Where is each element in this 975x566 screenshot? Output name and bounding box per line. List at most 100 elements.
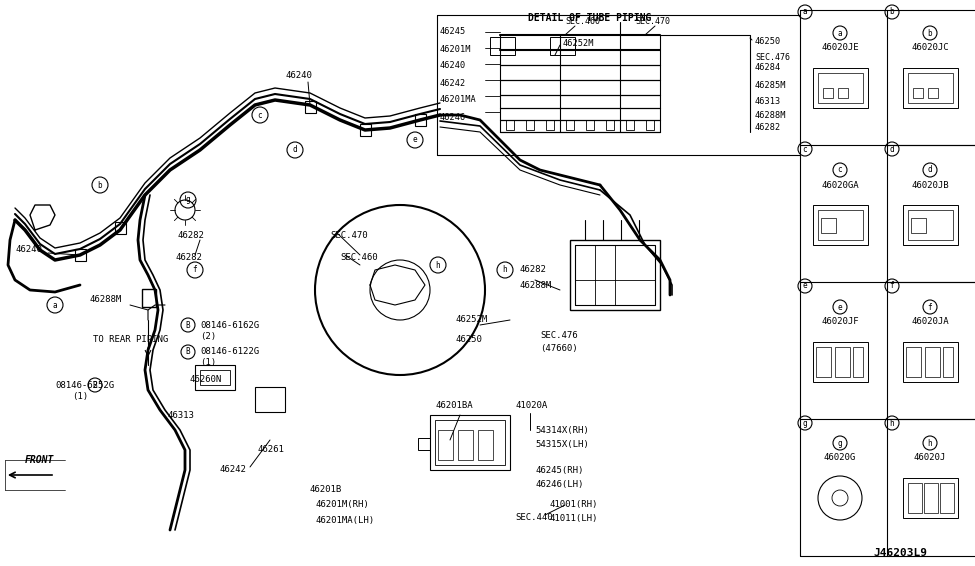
Bar	[821, 218, 836, 233]
Text: 46020G: 46020G	[824, 453, 856, 462]
Text: 46260N: 46260N	[190, 375, 222, 384]
Text: 46201M(RH): 46201M(RH)	[315, 500, 369, 509]
Bar	[925, 347, 940, 377]
Bar	[142, 289, 156, 307]
Text: 46201MA(LH): 46201MA(LH)	[315, 516, 374, 525]
Text: 46242: 46242	[440, 79, 466, 88]
Bar	[606, 120, 614, 130]
Text: d: d	[927, 165, 932, 174]
Text: 46288M: 46288M	[90, 295, 122, 305]
Bar	[928, 88, 938, 98]
Text: 46282: 46282	[755, 123, 781, 132]
Bar	[646, 120, 654, 130]
Text: 46246: 46246	[440, 113, 466, 122]
Bar	[255, 387, 285, 412]
Bar	[908, 210, 953, 240]
Bar	[823, 88, 833, 98]
Text: d: d	[889, 144, 894, 153]
Text: 46201BA: 46201BA	[435, 401, 473, 409]
Bar	[570, 240, 660, 310]
Text: 46261: 46261	[258, 445, 285, 454]
Text: 46020JA: 46020JA	[912, 318, 949, 327]
Text: 41020A: 41020A	[515, 401, 547, 409]
Text: 46250: 46250	[755, 37, 781, 46]
Text: 46288M: 46288M	[520, 281, 552, 289]
Text: 41001(RH): 41001(RH)	[550, 500, 599, 509]
Bar	[305, 101, 316, 113]
Bar	[546, 120, 554, 130]
Text: (47660): (47660)	[540, 344, 577, 353]
Text: 46242: 46242	[220, 465, 247, 474]
Bar	[911, 218, 926, 233]
Bar	[550, 37, 575, 55]
Text: 46282: 46282	[175, 254, 202, 263]
Text: 46246(LH): 46246(LH)	[535, 481, 583, 490]
Text: h: h	[889, 418, 894, 427]
Text: g: g	[838, 439, 842, 448]
Text: h: h	[927, 439, 932, 448]
Text: c: c	[802, 144, 807, 153]
Bar	[913, 88, 923, 98]
Text: (1): (1)	[72, 392, 88, 401]
Text: h: h	[503, 265, 507, 275]
Text: b: b	[98, 181, 102, 190]
Text: a: a	[802, 7, 807, 16]
Text: B: B	[93, 380, 98, 389]
Text: c: c	[257, 110, 262, 119]
Text: 46240: 46240	[285, 71, 312, 79]
Bar	[813, 68, 868, 108]
Text: SEC.460: SEC.460	[340, 254, 377, 263]
Text: h: h	[436, 260, 441, 269]
Bar	[943, 347, 953, 377]
Bar	[818, 73, 863, 103]
Text: SEC.476: SEC.476	[540, 331, 577, 340]
Text: f: f	[889, 281, 894, 290]
Text: SEC.460: SEC.460	[565, 18, 600, 27]
Text: 46020JE: 46020JE	[821, 44, 859, 53]
Bar	[575, 245, 655, 305]
Text: 46201B: 46201B	[310, 486, 342, 495]
Bar	[816, 347, 831, 377]
Text: SEC.470: SEC.470	[330, 230, 368, 239]
Bar	[813, 342, 868, 382]
Text: B: B	[185, 320, 190, 329]
Bar	[490, 37, 515, 55]
Text: 46020GA: 46020GA	[821, 181, 859, 190]
Text: SEC.470: SEC.470	[635, 18, 670, 27]
Bar	[200, 370, 230, 385]
Bar	[906, 347, 921, 377]
Bar	[115, 222, 126, 234]
Bar	[626, 120, 634, 130]
Text: 08146-6162G: 08146-6162G	[200, 320, 259, 329]
Bar	[813, 205, 868, 245]
Text: b: b	[927, 28, 932, 37]
Text: d: d	[292, 145, 297, 155]
Text: f: f	[193, 265, 197, 275]
Text: (1): (1)	[200, 358, 216, 367]
Text: 46313: 46313	[167, 410, 194, 419]
Bar	[506, 120, 514, 130]
Text: 46240: 46240	[440, 62, 466, 71]
Text: 46282: 46282	[178, 230, 205, 239]
Bar	[908, 73, 953, 103]
Bar	[903, 205, 958, 245]
Text: 08146-6122G: 08146-6122G	[200, 348, 259, 357]
Text: 46020JC: 46020JC	[912, 44, 949, 53]
Bar	[75, 249, 86, 261]
Bar	[415, 114, 426, 126]
Bar	[818, 210, 863, 240]
Text: J46203L9: J46203L9	[873, 548, 927, 558]
Bar	[360, 124, 371, 136]
Text: a: a	[53, 301, 58, 310]
Text: (2): (2)	[200, 332, 216, 341]
Text: 46252M: 46252M	[563, 38, 595, 48]
Text: 46201MA: 46201MA	[440, 96, 477, 105]
Text: e: e	[412, 135, 417, 144]
Text: 46288M: 46288M	[755, 110, 787, 119]
Text: SEC.440: SEC.440	[515, 513, 553, 522]
Text: 46250: 46250	[455, 336, 482, 345]
Bar	[903, 478, 958, 518]
Bar	[838, 88, 848, 98]
Text: 46020JB: 46020JB	[912, 181, 949, 190]
Text: SEC.476: SEC.476	[755, 54, 790, 62]
